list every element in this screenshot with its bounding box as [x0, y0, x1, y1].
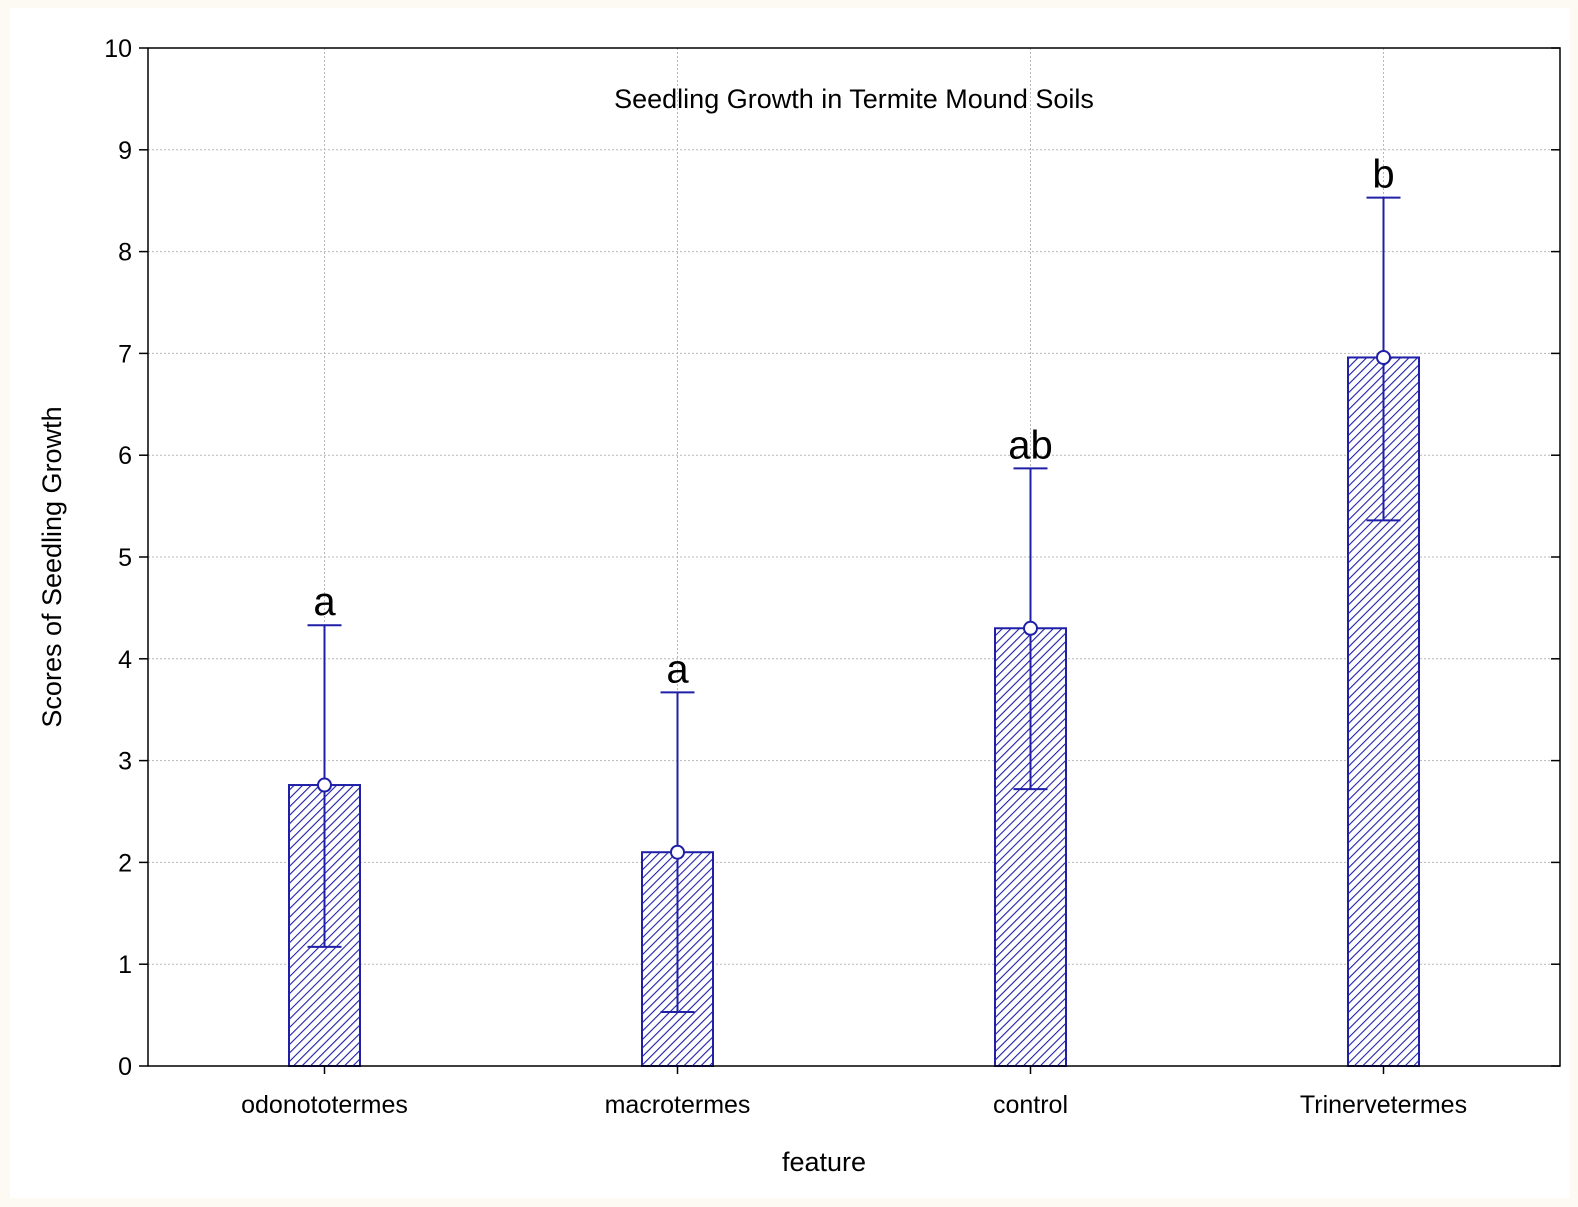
mean-marker: [670, 844, 685, 860]
y-tick-label: 1: [118, 951, 132, 979]
chart-title: Seedling Growth in Termite Mound Soils: [614, 84, 1094, 114]
y-tick-label: 7: [118, 340, 132, 368]
significance-label: b: [1372, 153, 1394, 197]
y-tick-label: 0: [118, 1053, 132, 1081]
y-tick-label: 10: [104, 35, 132, 63]
labels: Seedling Growth in Termite Mound Soils f…: [37, 84, 1094, 1177]
y-tick-label: 5: [118, 544, 132, 572]
mean-marker: [1023, 620, 1038, 636]
significance-label: a: [313, 580, 336, 624]
y-tick-label: 4: [118, 646, 132, 674]
plot-frame: [147, 47, 1561, 1067]
bar-chart: a a ab b 0 1 2 3 4 5 6 7 8 9 10 odonototermes macroterm…: [37, 35, 1561, 1177]
y-axis-title: Scores of Seedling Growth: [37, 406, 67, 727]
x-axis-title: feature: [782, 1147, 866, 1177]
bars: a a ab b: [288, 153, 1420, 1067]
significance-label: a: [666, 647, 689, 691]
chart-area: a a ab b 0 1 2 3 4 5 6 7 8 9 10 odonototermes macroterm…: [10, 8, 1570, 1198]
y-tick-label: 6: [118, 442, 132, 470]
mean-marker: [1376, 349, 1391, 365]
x-tick-label: macrotermes: [605, 1091, 751, 1119]
significance-label: ab: [1008, 423, 1053, 467]
y-tick-label: 2: [118, 849, 132, 877]
axes: 0 1 2 3 4 5 6 7 8 9 10 odonototermes macrotermes cont…: [104, 35, 1561, 1119]
mean-marker: [317, 777, 332, 793]
y-tick-label: 9: [118, 137, 132, 165]
y-tick-label: 8: [118, 239, 132, 267]
x-tick-label: odonototermes: [241, 1091, 408, 1119]
x-tick-label: control: [993, 1091, 1068, 1119]
x-tick-label: Trinervetermes: [1300, 1091, 1467, 1119]
y-tick-label: 3: [118, 748, 132, 776]
